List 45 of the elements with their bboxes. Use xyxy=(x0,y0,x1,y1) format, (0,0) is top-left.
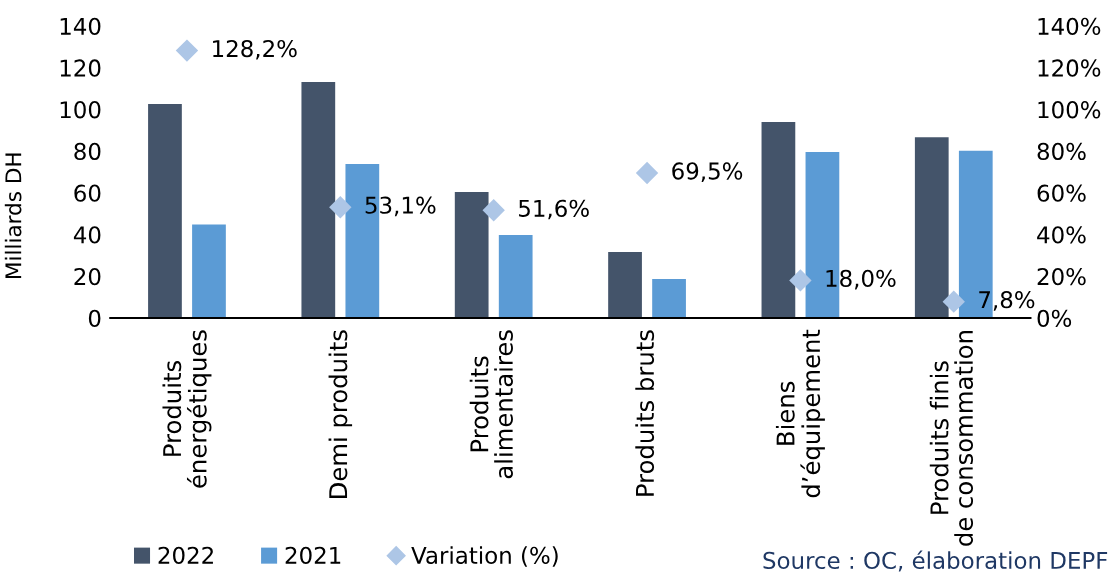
bar xyxy=(652,278,686,318)
x-tick-label: Produits énergétiques xyxy=(162,330,212,488)
y2-tick-label: 60% xyxy=(1037,184,1086,202)
x-tick-label: Demi produits xyxy=(328,330,353,498)
point xyxy=(482,199,505,222)
point xyxy=(175,39,199,62)
bar xyxy=(914,137,949,318)
legend-label: 2022 xyxy=(158,546,213,564)
bar xyxy=(148,103,182,318)
y-tick-label: 100 xyxy=(60,101,101,119)
y2-tick-label: 20% xyxy=(1037,267,1086,286)
bar xyxy=(498,234,533,318)
bar xyxy=(454,191,489,318)
y-tick-label: 80 xyxy=(74,142,101,161)
x-tick-label: Produits alimentaires xyxy=(469,330,513,479)
y2-tick-label: 140% xyxy=(1038,17,1101,35)
data-label: 51,6% xyxy=(519,199,589,220)
y-tick-label: 140 xyxy=(60,17,101,35)
y-tick-label: 120 xyxy=(60,59,101,77)
bar xyxy=(301,82,336,318)
y-tick-label: 40 xyxy=(73,226,101,244)
y-axis-title: Milliards DH xyxy=(4,153,22,278)
point xyxy=(942,290,965,313)
data-label: 69,5% xyxy=(672,162,743,182)
source-note: Source : OC, élaboration DEPF xyxy=(763,550,1108,572)
x-tick-label: Produits finis de consommation xyxy=(929,331,974,546)
x-tick-label: Produits bruts xyxy=(635,330,655,496)
y-tick-label: 60 xyxy=(74,184,101,202)
legend-label: 2021 xyxy=(285,546,341,564)
y2-tick-label: 120% xyxy=(1038,59,1101,77)
y2-tick-label: 80% xyxy=(1037,142,1086,161)
x-tick-label: Biens d’équipement xyxy=(775,329,825,498)
y2-tick-label: 40% xyxy=(1037,226,1086,244)
data-label: 128,2% xyxy=(213,39,297,60)
point xyxy=(329,195,352,219)
y2-tick-label: 100% xyxy=(1038,101,1101,119)
bar xyxy=(761,121,796,318)
legend-label: Variation (%) xyxy=(411,546,558,567)
bar xyxy=(192,224,226,318)
y-tick-label: 20 xyxy=(74,267,101,286)
point xyxy=(789,269,812,292)
y-tick-label: 0 xyxy=(88,309,101,327)
point xyxy=(635,161,659,185)
y2-tick-label: 0% xyxy=(1037,309,1072,327)
bar xyxy=(608,252,642,318)
